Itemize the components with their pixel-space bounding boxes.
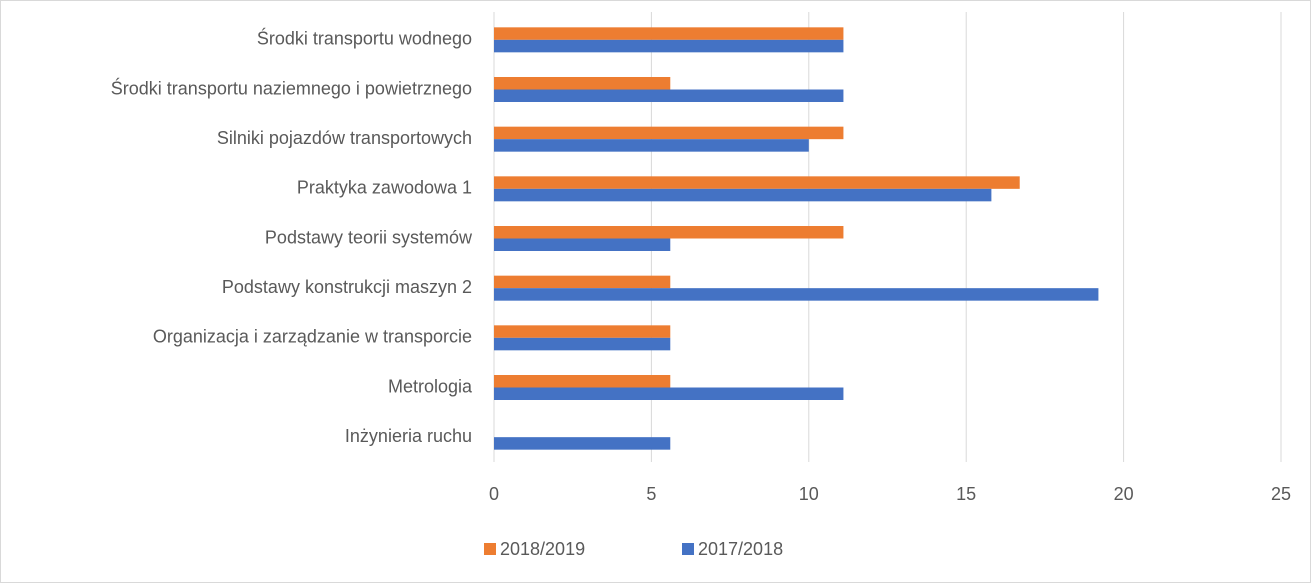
y-tick-label: Metrologia [388,376,473,396]
x-tick-label: 5 [646,484,656,504]
bar [494,89,844,102]
y-tick-label: Środki transportu naziemnego i powietrzn… [111,77,472,98]
bar [494,27,844,40]
x-tick-label: 10 [799,484,819,504]
x-tick-label: 15 [956,484,976,504]
y-tick-label: Podstawy konstrukcji maszyn 2 [222,277,472,297]
x-tick-label: 0 [489,484,499,504]
bar [494,337,671,351]
x-tick-label: 25 [1271,484,1291,504]
bar [494,437,671,450]
bar [494,226,844,239]
bar [494,176,1020,189]
bar [494,39,844,53]
y-tick-label: Silniki pojazdów transportowych [217,128,472,148]
bar [494,139,809,152]
bar [494,288,1099,301]
bar [494,275,671,289]
legend-label: 2017/2018 [698,539,783,559]
y-tick-label: Inżynieria ruchu [345,426,472,446]
y-tick-label: Podstawy teorii systemów [265,227,473,247]
bar [494,188,992,202]
bar [494,387,844,400]
bar [494,375,671,388]
y-tick-label: Praktyka zawodowa 1 [297,178,472,198]
y-tick-label: Organizacja i zarządzanie w transporcie [153,327,472,347]
x-tick-label: 20 [1114,484,1134,504]
legend-swatch [484,543,496,555]
bar [494,126,844,140]
y-tick-label: Środki transportu wodnego [257,28,472,49]
legend-label: 2018/2019 [500,539,585,559]
legend-swatch [682,543,694,555]
bar [494,238,671,251]
bar [494,77,671,90]
bar [494,325,671,338]
